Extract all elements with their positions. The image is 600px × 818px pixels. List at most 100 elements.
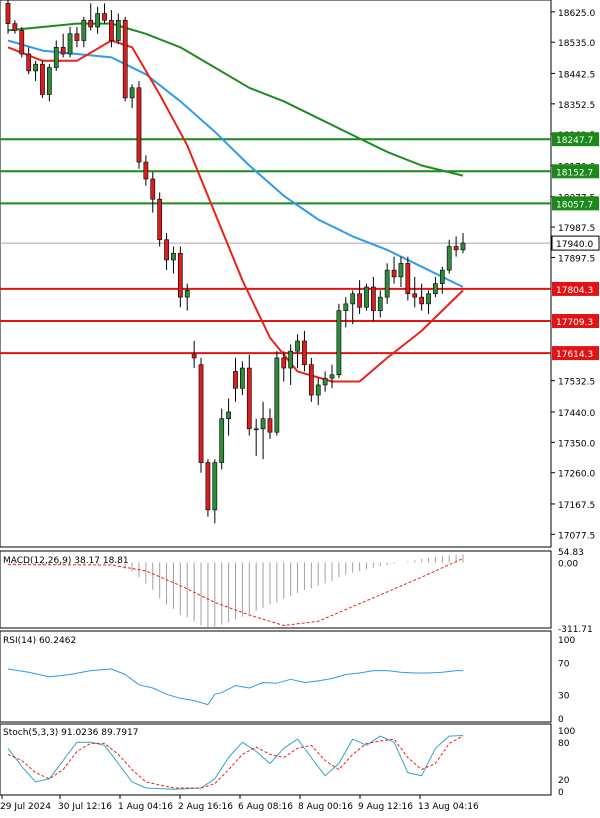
- rsi-tick-label: 0: [558, 715, 564, 725]
- resistance-label: 18152.7: [556, 168, 593, 178]
- price-tick-label: 18625.0: [558, 9, 595, 19]
- bear-candle: [357, 293, 362, 308]
- time-axis: 29 Jul 2024 30 Jul 12:16 1 Aug 04:16 2 Aug …: [0, 795, 479, 812]
- bull-candle: [260, 418, 266, 430]
- resistance-badge: [552, 164, 599, 179]
- bull-candle: [439, 269, 445, 284]
- support-label: 17709.3: [556, 318, 593, 328]
- bull-candle: [219, 418, 225, 463]
- bull-candle: [315, 384, 321, 396]
- bull-candle: [212, 462, 218, 511]
- time-tick-label: 2 Aug 16:16: [178, 802, 233, 812]
- bull-candle: [115, 19, 121, 41]
- rsi-tick-label: 100: [558, 636, 575, 646]
- bear-candle: [205, 462, 211, 511]
- bull-candle: [433, 283, 438, 295]
- bear-candle: [102, 13, 107, 21]
- resistance-badge: [552, 196, 599, 211]
- time-tick-label: 30 Jul 12:16: [58, 802, 112, 812]
- bull-candle: [67, 33, 73, 55]
- bear-candle: [136, 87, 142, 163]
- bear-candle: [191, 354, 197, 359]
- bear-candle: [150, 178, 156, 200]
- bull-candle: [322, 377, 328, 386]
- price-panel: 18625.018535.018442.518352.518262.518170…: [0, 0, 600, 548]
- price-tick-label: 18535.0: [558, 39, 595, 49]
- current-price-badge: [551, 235, 600, 251]
- macd-tick-label: -311.71: [558, 625, 593, 635]
- price-tick-label: 17532.5: [558, 378, 595, 388]
- bear-candle: [267, 418, 273, 433]
- price-tick-label: 17167.5: [558, 501, 595, 511]
- macd-title: MACD(12,26,9) 38.17 18.81: [3, 556, 129, 566]
- stoch-tick-label: 80: [558, 739, 570, 749]
- bull-candle: [350, 293, 356, 305]
- bear-candle: [391, 269, 397, 278]
- bear-candle: [419, 296, 425, 305]
- bear-candle: [5, 3, 11, 24]
- time-tick-label: 29 Jul 2024: [0, 802, 51, 812]
- time-tick-label: 8 Aug 00:16: [298, 802, 353, 812]
- bull-candle: [377, 296, 383, 311]
- stoch-signal-line: [7, 735, 464, 789]
- bear-candle: [453, 246, 459, 251]
- stoch-main-line: [7, 735, 464, 790]
- bear-candle: [246, 367, 252, 430]
- rsi-panel-frame: [0, 630, 552, 723]
- rsi-tick-label: 70: [558, 660, 570, 670]
- bull-candle: [288, 350, 294, 369]
- bear-candle: [157, 198, 163, 241]
- bear-candle: [122, 19, 128, 99]
- bull-candle: [274, 357, 280, 433]
- bull-candle: [426, 293, 431, 305]
- bear-candle: [109, 19, 114, 41]
- stoch-tick-label: 0: [558, 788, 564, 798]
- bull-candle: [46, 67, 52, 95]
- bear-candle: [281, 357, 287, 369]
- stoch-panel: Stoch(5,3,3) 91.0236 89.7917 100 80 20 0: [0, 723, 575, 798]
- bull-candle: [95, 13, 100, 28]
- bull-candle: [81, 19, 87, 41]
- stoch-tick-label: 100: [558, 727, 575, 737]
- rsi-panel: RSI(14) 60.2462 100 70 30 0: [0, 630, 575, 725]
- price-tick-label: 18352.5: [558, 101, 595, 111]
- support-label: 17804.3: [556, 286, 593, 296]
- bear-candle: [88, 19, 94, 28]
- stoch-title: Stoch(5,3,3) 91.0236 89.7917: [3, 728, 138, 738]
- time-tick-label: 13 Aug 04:16: [418, 802, 479, 812]
- bull-candle: [129, 87, 135, 99]
- macd-signal-line: [7, 558, 464, 627]
- resistance-label: 18057.7: [556, 200, 593, 210]
- time-tick-label: 6 Aug 08:16: [238, 802, 293, 812]
- bull-candle: [329, 374, 335, 379]
- bull-candle: [33, 63, 38, 72]
- time-tick-label: 9 Aug 12:16: [358, 802, 413, 812]
- bear-candle: [164, 239, 169, 261]
- bull-candle: [336, 310, 342, 376]
- price-tick-label: 17440.0: [558, 409, 595, 419]
- support-badge: [552, 314, 599, 329]
- bull-candle: [226, 411, 231, 419]
- macd-panel-frame: [0, 550, 552, 629]
- bear-candle: [19, 30, 25, 55]
- bear-candle: [177, 252, 183, 298]
- macd-panel: MACD(12,26,9) 38.17 18.81 54.83 0.00 -311.7…: [0, 548, 593, 635]
- bull-candle: [295, 340, 300, 352]
- price-tick-label: 17260.0: [558, 470, 595, 480]
- price-tick-label: 17077.5: [558, 531, 595, 541]
- current-price-label: 17940.0: [556, 240, 593, 250]
- bull-candle: [460, 242, 466, 251]
- bear-candle: [12, 23, 18, 31]
- resistance-label: 18247.7: [556, 136, 593, 146]
- bear-candle: [74, 33, 80, 41]
- support-badge: [552, 346, 599, 361]
- rsi-line: [7, 668, 463, 706]
- bull-candle: [446, 246, 452, 271]
- stoch-panel-frame: [0, 723, 552, 796]
- sma-mid-line: [7, 39, 464, 288]
- bull-candle: [184, 290, 190, 298]
- price-tick-label: 17897.5: [558, 254, 595, 264]
- bear-candle: [143, 161, 149, 180]
- rsi-tick-label: 30: [558, 691, 570, 701]
